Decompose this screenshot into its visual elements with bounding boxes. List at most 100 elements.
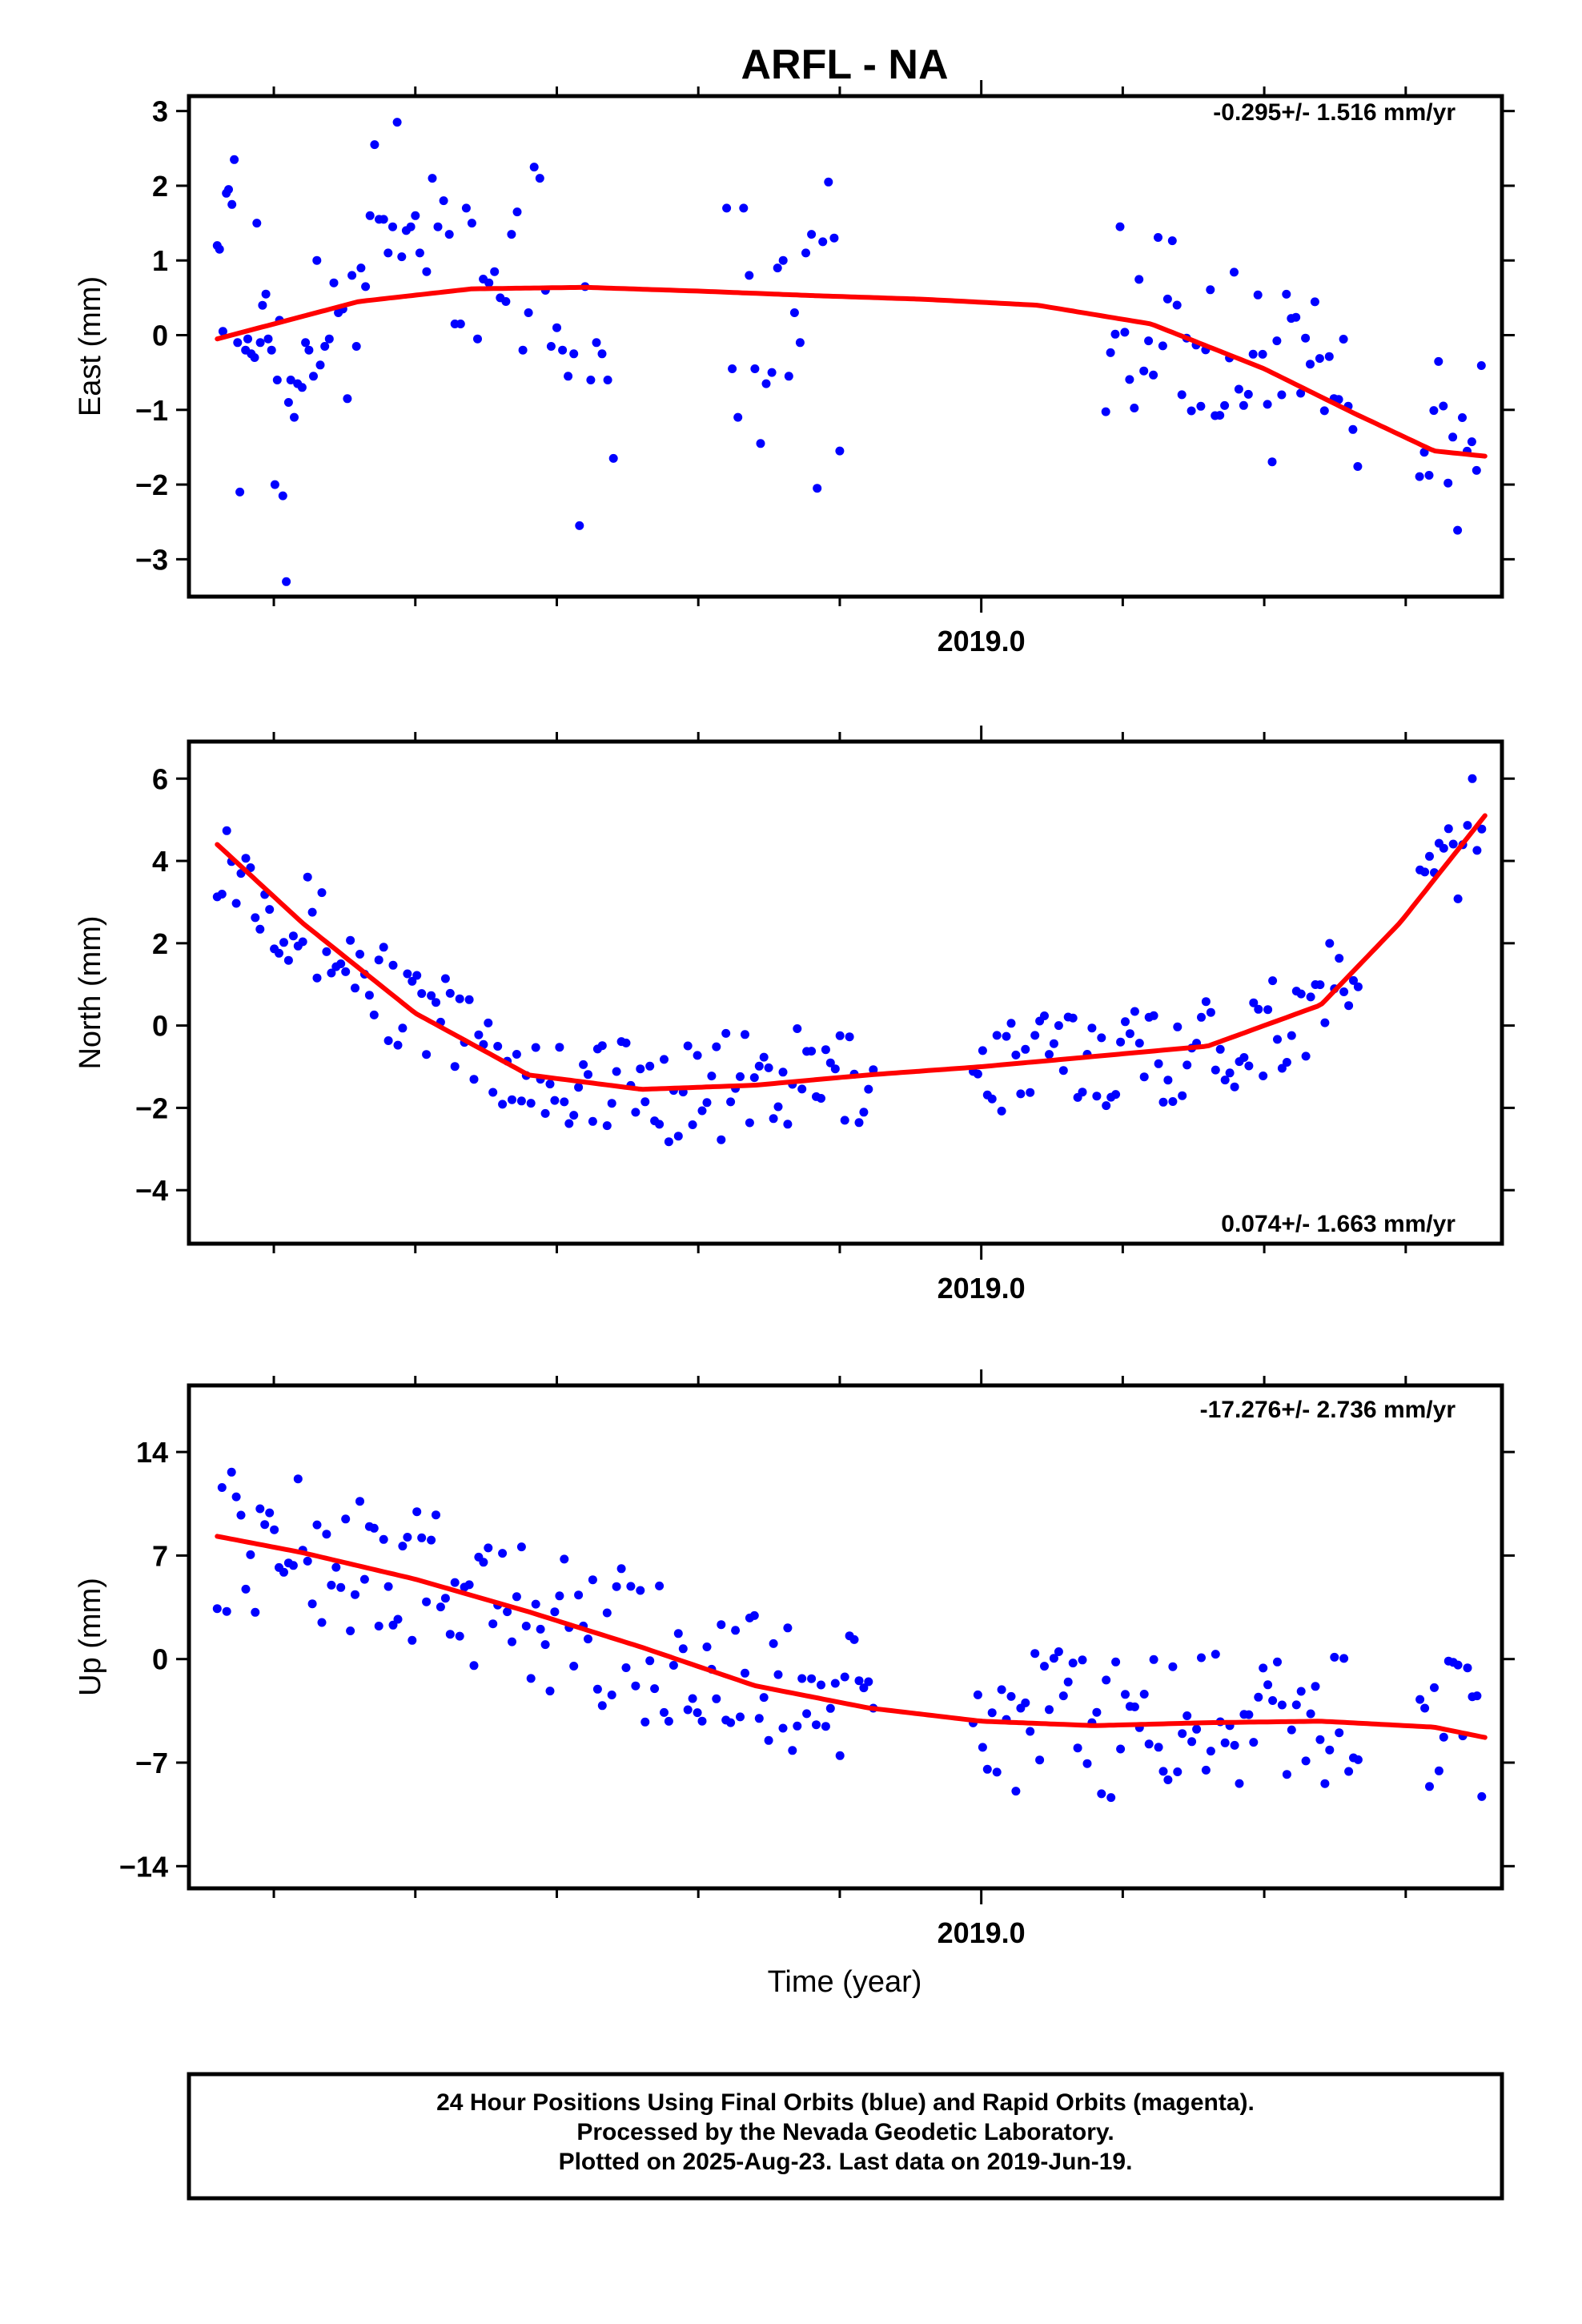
up-ytick-label: −7 xyxy=(135,1747,168,1779)
up-data-point xyxy=(227,1467,236,1477)
north-data-point xyxy=(445,988,455,998)
east-data-point xyxy=(392,118,402,127)
up-data-point xyxy=(279,1567,288,1577)
up-data-point xyxy=(322,1530,331,1539)
north-data-point xyxy=(1463,821,1472,830)
north-data-point xyxy=(1273,1035,1282,1044)
up-data-point xyxy=(469,1661,479,1671)
north-data-point xyxy=(1040,1011,1049,1020)
north-data-point xyxy=(821,1045,830,1055)
up-data-point xyxy=(1453,1660,1463,1670)
north-data-point xyxy=(840,1116,849,1125)
up-data-point xyxy=(540,1640,550,1650)
up-data-point xyxy=(440,1594,450,1603)
east-data-point xyxy=(733,412,743,422)
east-data-point xyxy=(1282,289,1291,299)
north-xtick-label: 2019.0 xyxy=(938,1272,1026,1305)
north-data-point xyxy=(1201,997,1211,1007)
up-data-point xyxy=(1058,1691,1068,1701)
north-data-point xyxy=(222,826,231,835)
up-ytick-label: 7 xyxy=(152,1539,168,1572)
east-data-point xyxy=(1149,370,1158,380)
up-data-point xyxy=(602,1608,612,1618)
east-data-point xyxy=(518,345,528,355)
up-data-point xyxy=(1082,1759,1092,1768)
north-data-point xyxy=(1016,1089,1026,1099)
east-data-point xyxy=(807,230,817,239)
east-data-point xyxy=(1291,312,1301,322)
up-data-point xyxy=(479,1558,488,1567)
east-data-point xyxy=(365,211,375,220)
east-data-point xyxy=(278,491,287,501)
east-data-point xyxy=(1306,360,1315,369)
up-data-point xyxy=(379,1534,388,1544)
east-data-point xyxy=(258,300,267,310)
up-data-point xyxy=(830,1679,840,1688)
east-data-point xyxy=(1263,400,1272,409)
up-data-point xyxy=(488,1619,498,1629)
up-data-point xyxy=(436,1602,445,1612)
up-data-point xyxy=(1130,1702,1139,1711)
up-data-point xyxy=(592,1684,602,1694)
east-data-point xyxy=(1429,406,1439,416)
east-data-point xyxy=(773,263,782,273)
north-data-point xyxy=(1282,1058,1291,1067)
up-data-point xyxy=(512,1592,521,1602)
north-data-point xyxy=(393,1040,403,1050)
east-data-point xyxy=(444,230,454,239)
up-data-point xyxy=(307,1599,317,1609)
north-data-point xyxy=(1182,1060,1192,1070)
north-data-point xyxy=(1026,1088,1035,1097)
north-data-point xyxy=(564,1119,574,1128)
north-data-point xyxy=(388,960,398,970)
up-data-point xyxy=(1477,1791,1487,1801)
north-data-point xyxy=(412,971,422,980)
north-data-point xyxy=(1259,1072,1268,1080)
north-data-point xyxy=(493,1042,503,1051)
north-data-point xyxy=(488,1088,498,1097)
east-data-point xyxy=(1234,384,1243,394)
north-data-point xyxy=(283,955,293,965)
north-data-point xyxy=(745,1118,754,1128)
east-data-point xyxy=(272,376,282,384)
east-data-point xyxy=(1125,375,1134,384)
east-data-point xyxy=(297,383,307,392)
up-data-point xyxy=(769,1638,778,1648)
east-ytick-label: 2 xyxy=(152,170,168,203)
north-data-point xyxy=(683,1041,693,1051)
up-data-point xyxy=(1168,1662,1178,1671)
north-data-point xyxy=(664,1137,673,1147)
east-data-point xyxy=(818,237,828,247)
east-data-point xyxy=(728,364,737,373)
up-plot-frame xyxy=(187,1383,1504,1891)
east-data-point xyxy=(1301,333,1311,343)
east-data-point xyxy=(1415,472,1424,481)
east-data-point xyxy=(1115,222,1125,231)
up-data-point xyxy=(1201,1765,1211,1775)
north-data-point xyxy=(793,1024,802,1033)
up-data-point xyxy=(516,1542,526,1552)
north-data-point xyxy=(1468,774,1477,783)
up-data-point xyxy=(788,1746,797,1755)
up-data-point xyxy=(212,1604,222,1614)
north-data-point xyxy=(807,1047,817,1056)
east-data-point xyxy=(1162,294,1172,304)
up-data-point xyxy=(660,1707,669,1717)
north-data-point xyxy=(346,935,355,945)
north-ytick-label: 6 xyxy=(152,762,168,795)
up-data-point xyxy=(673,1629,683,1638)
caption-box xyxy=(187,2072,1504,2201)
north-data-point xyxy=(374,955,383,965)
east-data-point xyxy=(1467,437,1476,447)
east-data-point xyxy=(739,203,749,213)
north-data-point xyxy=(298,937,307,947)
up-data-point xyxy=(835,1751,845,1760)
up-data-point xyxy=(1249,1738,1259,1747)
east-data-point xyxy=(1186,406,1196,416)
east-data-point xyxy=(422,267,432,276)
north-data-point xyxy=(673,1132,683,1141)
up-data-point xyxy=(1315,1735,1325,1744)
north-data-point xyxy=(383,1036,393,1045)
east-data-point xyxy=(250,353,259,362)
north-data-point xyxy=(764,1063,773,1072)
